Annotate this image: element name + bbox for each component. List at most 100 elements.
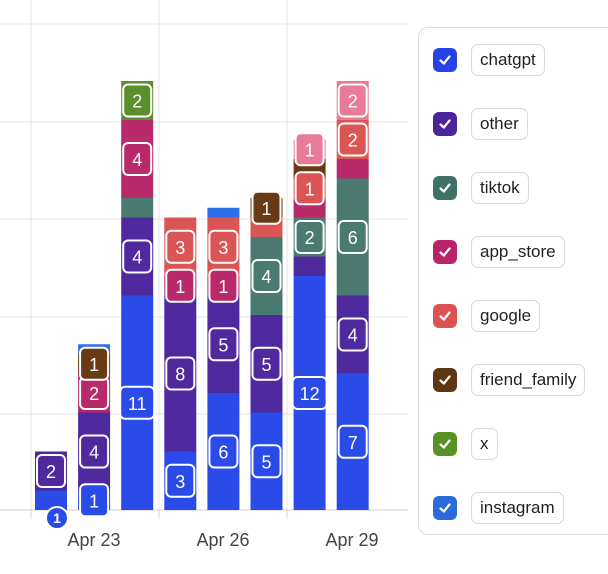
bar-value-text: 1 (89, 355, 99, 375)
bar-value-text: 12 (300, 384, 320, 404)
x-tick-label: Apr 26 (196, 530, 249, 550)
bar-value-text: 2 (305, 228, 315, 248)
bar-value-text: 1 (175, 277, 185, 297)
bar-value-text: 7 (348, 433, 358, 453)
legend-checkbox[interactable] (433, 112, 457, 136)
legend-item-app_store[interactable]: app_store (433, 235, 565, 269)
bar-value-label: 2 (337, 83, 368, 118)
legend-checkbox[interactable] (433, 496, 457, 520)
bar-value-label: 2 (122, 83, 153, 118)
bar-value-text: 2 (348, 92, 358, 112)
bar-value-label: 6 (337, 220, 368, 254)
bar-value-label: 4 (122, 142, 153, 176)
legend-checkbox[interactable] (433, 48, 457, 72)
legend-checkbox[interactable] (433, 240, 457, 264)
bar-value-label: 2 (36, 454, 66, 488)
check-icon (439, 119, 451, 129)
legend-checkbox[interactable] (433, 368, 457, 392)
bar-value-label: 8 (165, 356, 196, 391)
legend-item-friend_family[interactable]: friend_family (433, 363, 586, 397)
bar-value-text: 4 (132, 150, 142, 170)
bar-value-label: 1 (165, 268, 196, 303)
bar-segment-other[interactable] (293, 256, 326, 277)
bar-value-text: 11 (128, 394, 147, 414)
bar-value-label: 4 (122, 239, 153, 274)
bar-value-text: 4 (132, 248, 142, 268)
bar-value-label: 2 (337, 122, 368, 157)
bar-value-text: 1 (218, 277, 228, 297)
x-axis-ticks: Apr 23 Apr 26 Apr 29 (67, 530, 378, 550)
bar-value-text: 3 (175, 238, 185, 258)
legend-label: tiktok (471, 172, 529, 204)
bar-value-label: 4 (337, 317, 368, 352)
bar-value-text: 1 (305, 179, 315, 199)
grid-lines (0, 0, 408, 520)
check-icon (439, 439, 451, 449)
bar-value-label: 1 (79, 483, 110, 518)
bar-value-text: 3 (218, 238, 228, 258)
bar-value-text: 2 (89, 384, 99, 404)
legend-item-instagram[interactable]: instagram (433, 491, 564, 525)
bar-value-label: 3 (208, 229, 239, 264)
legend-label: app_store (471, 236, 565, 268)
bar-value-text: 2 (46, 462, 56, 482)
legend-label: instagram (471, 492, 564, 524)
bar-segment-tiktok[interactable] (121, 198, 154, 218)
bar-value-text: 5 (261, 452, 271, 472)
bar-value-label: 3 (165, 229, 196, 264)
legend-label: chatgpt (471, 44, 545, 76)
bar-value-label: 5 (208, 327, 239, 362)
bar-value-text: 1 (305, 140, 315, 160)
bar-value-label: 12 (291, 376, 328, 410)
bar-value-text: 2 (348, 131, 358, 151)
legend-item-tiktok[interactable]: tiktok (433, 171, 529, 205)
x-tick-label: Apr 23 (67, 530, 120, 550)
legend-checkbox[interactable] (433, 432, 457, 456)
bar-value-text: 5 (261, 355, 271, 375)
legend-checkbox[interactable] (433, 176, 457, 200)
bar-value-text: 4 (89, 443, 99, 463)
check-icon (439, 183, 451, 193)
check-icon (439, 375, 451, 385)
bar-value-label: 1 (251, 190, 282, 225)
bar-value-text: 8 (175, 365, 185, 385)
bar-value-label: 11 (119, 385, 156, 420)
bar-value-text: 1 (89, 491, 99, 511)
legend-item-other[interactable]: other (433, 107, 528, 141)
bar-segment-app_store[interactable] (336, 159, 369, 179)
bar-value-label: 1 (294, 132, 325, 167)
bar-value-label: 1 (208, 268, 239, 303)
bar-value-text: 6 (348, 228, 358, 248)
check-icon (439, 55, 451, 65)
bar-value-label: 1 (79, 346, 110, 381)
bar-value-text: 1 (53, 510, 61, 526)
bar-value-text: 4 (348, 326, 358, 346)
legend-label: other (471, 108, 528, 140)
bar-value-label: 2 (79, 376, 110, 410)
check-icon (439, 247, 451, 257)
bar-value-text: 6 (218, 443, 228, 463)
bar-value-label: 2 (294, 220, 325, 254)
bar-value-label: 3 (165, 463, 196, 498)
legend-label: x (471, 428, 498, 460)
legend-item-google[interactable]: google (433, 299, 541, 333)
bar-value-label: 5 (251, 346, 282, 381)
bar-value-label: 1 (45, 506, 69, 530)
bar-value-text: 1 (261, 199, 271, 219)
legend-label: friend_family (471, 364, 586, 396)
bar-segment-other-segment[interactable] (207, 207, 240, 218)
check-icon (439, 311, 451, 321)
bar-segment-chatgpt[interactable] (35, 490, 67, 511)
bar-value-label: 4 (251, 259, 282, 293)
legend-item-x[interactable]: x (433, 427, 498, 461)
legend-checkbox[interactable] (433, 304, 457, 328)
legend-label: google (471, 300, 541, 332)
bar-value-label: 5 (251, 444, 282, 479)
bar-value-text: 2 (132, 92, 142, 112)
legend-item-chatgpt[interactable]: chatgpt (433, 43, 545, 77)
bar-value-label: 4 (79, 434, 110, 469)
bar-value-label: 1 (294, 171, 325, 206)
